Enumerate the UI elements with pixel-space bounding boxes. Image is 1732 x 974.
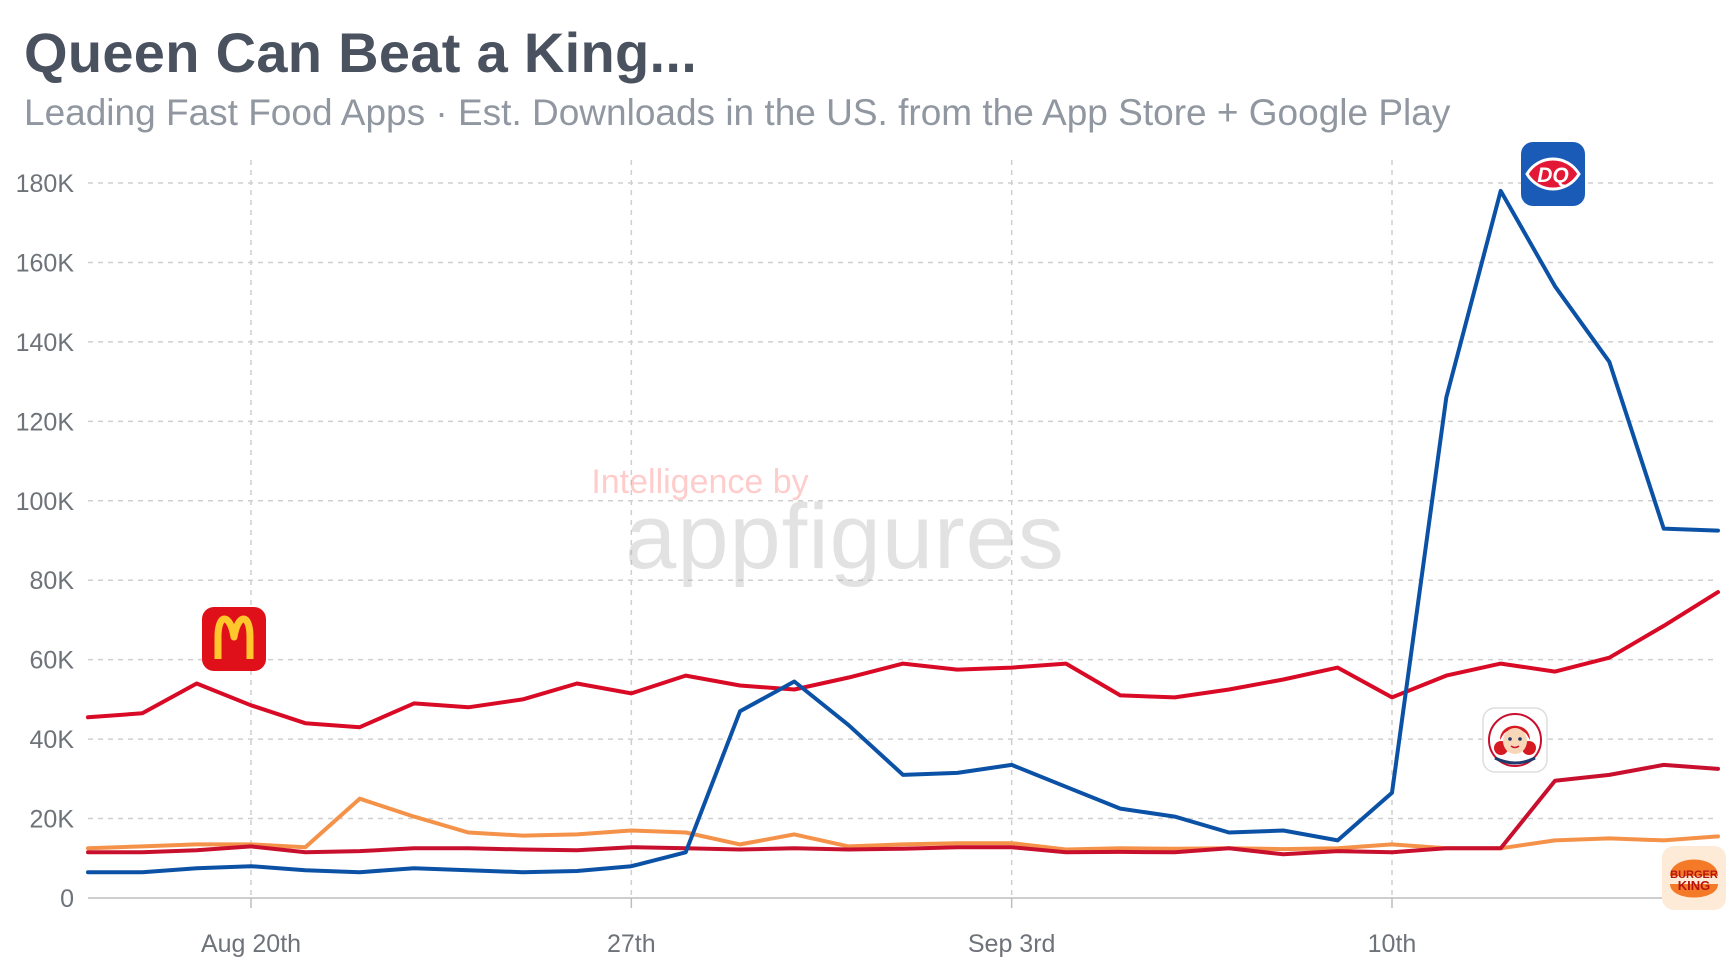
series-line [86, 590, 1720, 730]
gridlines [88, 160, 1718, 908]
series-line [86, 188, 1720, 875]
y-tick-label: 40K [30, 726, 75, 754]
svg-text:DQ: DQ [1537, 164, 1569, 187]
chart-title: Queen Can Beat a King... [24, 21, 698, 84]
watermark-big: appfigures [625, 486, 1065, 588]
watermark: Intelligence by appfigures [591, 463, 1065, 588]
y-tick-label: 140K [16, 329, 75, 357]
y-tick-label: 160K [16, 249, 75, 277]
y-tick-label: 60K [30, 647, 75, 675]
series-line [86, 762, 1720, 857]
y-tick-label: 100K [16, 488, 75, 516]
y-axis-ticks: 0 20K 40K 60K 80K 100K 120K 140K 160K 180K [16, 170, 75, 913]
x-tick-label: Aug 20th [201, 930, 301, 958]
x-axis-ticks: Aug 20th 27th Sep 3rd 10th [201, 930, 1416, 958]
y-tick-label: 180K [16, 170, 75, 198]
y-tick-label: 0 [60, 885, 74, 913]
series-line [86, 796, 1720, 852]
dairy-queen-logo: DQ [1521, 142, 1585, 206]
mcdonalds-logo [202, 607, 266, 671]
y-tick-label: 80K [30, 567, 75, 595]
x-tick-label: 10th [1368, 930, 1417, 958]
y-tick-label: 120K [16, 408, 75, 436]
x-tick-label: Sep 3rd [968, 930, 1056, 958]
x-tick-label: 27th [607, 930, 656, 958]
watermark-small: Intelligence by [591, 463, 808, 501]
y-tick-label: 20K [30, 806, 75, 834]
svg-text:BURGER: BURGER [1670, 869, 1718, 881]
series-lines [86, 188, 1720, 875]
chart-subtitle: Leading Fast Food Apps · Est. Downloads … [24, 92, 1451, 133]
wendys-logo [1482, 707, 1548, 773]
svg-text:KING: KING [1678, 878, 1711, 893]
